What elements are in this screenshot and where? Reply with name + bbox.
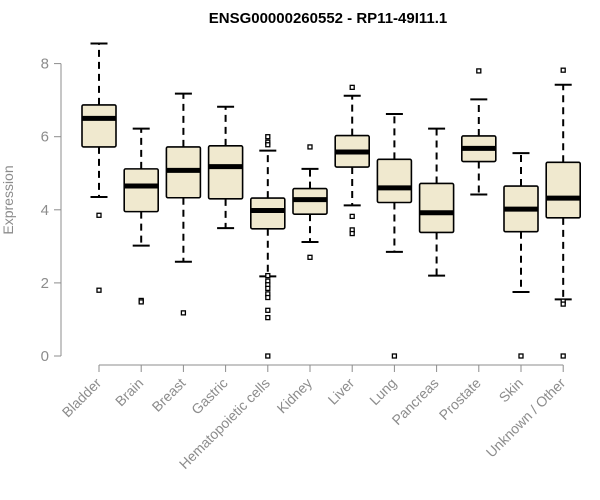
outlier-point <box>96 287 102 293</box>
outlier-point <box>349 213 355 220</box>
outlier-point <box>96 212 102 218</box>
outlier-point <box>518 353 524 359</box>
x-tick-label: Breast <box>149 375 189 415</box>
box-group <box>250 134 286 359</box>
box-group <box>334 84 371 237</box>
outlier-point <box>138 299 144 305</box>
x-tick-label: Unknown / Other <box>483 375 569 461</box>
x-tick-label: Kidney <box>274 375 316 417</box>
iqr-box <box>123 168 159 213</box>
box-group <box>81 42 117 293</box>
box-group <box>123 127 159 305</box>
x-tick-label: Bladder <box>59 375 105 421</box>
outlier-point <box>265 142 271 148</box>
outlier-point <box>265 285 271 292</box>
box-group <box>503 152 539 359</box>
outlier-point <box>265 353 271 359</box>
outlier-point <box>307 144 313 150</box>
outlier-point <box>391 353 398 359</box>
iqr-box <box>250 197 286 230</box>
outlier-point <box>180 310 187 316</box>
box-group <box>292 144 328 260</box>
x-tick-label: Prostate <box>436 375 484 423</box>
box-group <box>207 105 244 230</box>
x-tick-label: Brain <box>112 375 146 409</box>
x-tick-label: Lung <box>366 375 399 408</box>
box-group <box>418 127 455 277</box>
box-group <box>460 68 497 196</box>
box-group <box>165 92 202 316</box>
box-series <box>81 42 582 359</box>
outlier-point <box>265 272 271 279</box>
box-group <box>545 67 582 359</box>
iqr-box <box>418 182 455 234</box>
iqr-box <box>545 161 582 219</box>
y-tick-label: 4 <box>41 202 49 219</box>
outlier-point <box>265 294 271 301</box>
x-tick-label: Liver <box>325 375 358 408</box>
x-tick-label: Pancreas <box>389 375 442 428</box>
y-tick-label: 8 <box>41 56 49 73</box>
box-group <box>376 113 413 359</box>
y-tick-label: 0 <box>41 348 49 365</box>
y-axis: 0 2 4 6 8 <box>41 56 62 365</box>
outlier-point <box>349 230 355 237</box>
y-axis-label: Expression <box>0 165 16 234</box>
x-tick-label: Skin <box>496 375 527 406</box>
outlier-point <box>560 353 566 359</box>
outlier-point <box>476 68 482 74</box>
outlier-point <box>560 301 566 307</box>
iqr-box <box>81 104 117 148</box>
chart-title: ENSG00000260552 - RP11-49I11.1 <box>209 10 448 27</box>
outlier-point <box>265 314 271 321</box>
outlier-point <box>349 84 355 91</box>
y-tick-label: 6 <box>41 129 49 146</box>
iqr-box <box>207 145 244 200</box>
outlier-point <box>265 307 271 313</box>
outlier-point <box>265 134 271 140</box>
outlier-point <box>307 254 313 260</box>
outlier-point <box>560 67 566 73</box>
y-tick-label: 2 <box>41 275 49 292</box>
iqr-box <box>376 158 413 204</box>
